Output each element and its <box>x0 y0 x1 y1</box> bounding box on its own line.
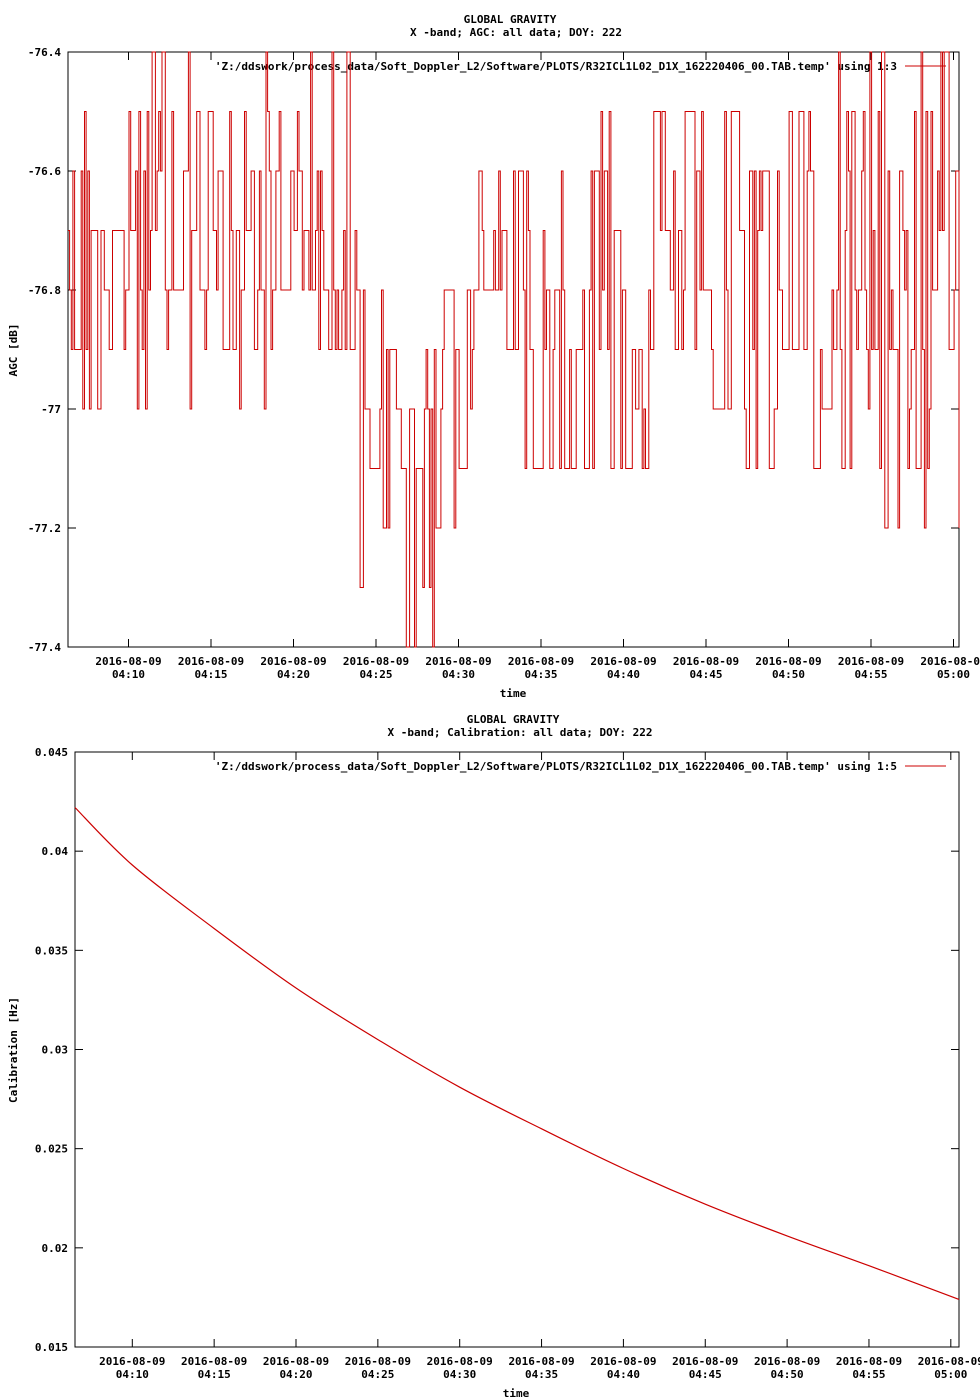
agc-ytick-label: -76.4 <box>28 46 61 59</box>
agc-xtick-time-label: 04:20 <box>277 668 310 681</box>
cal-xtick-time-label: 04:30 <box>443 1368 476 1381</box>
cal-xtick-time-label: 04:25 <box>361 1368 394 1381</box>
cal-xtick-time-label: 04:50 <box>771 1368 804 1381</box>
agc-xtick-date-label: 2016-08-09 <box>920 655 980 668</box>
agc-ytick-label: -77.2 <box>28 522 61 535</box>
cal-xtick-time-label: 04:45 <box>689 1368 722 1381</box>
agc-xtick-time-label: 04:30 <box>442 668 475 681</box>
cal-xtick-time-label: 04:40 <box>607 1368 640 1381</box>
cal-ytick-label: 0.045 <box>35 746 68 759</box>
agc-xtick-time-label: 04:45 <box>689 668 722 681</box>
cal-xtick-date-label: 2016-08-09 <box>918 1355 980 1368</box>
calibration-series-line <box>74 807 960 1300</box>
agc-xtick-date-label: 2016-08-09 <box>260 655 326 668</box>
agc-xtick-date-label: 2016-08-09 <box>178 655 244 668</box>
cal-xtick-time-label: 04:35 <box>525 1368 558 1381</box>
cal-xtick-time-label: 04:10 <box>116 1368 149 1381</box>
cal-xtick-date-label: 2016-08-09 <box>508 1355 574 1368</box>
cal-xtick-time-label: 04:15 <box>198 1368 231 1381</box>
cal-ytick-label: 0.04 <box>42 845 69 858</box>
agc-ytick-label: -76.6 <box>28 165 61 178</box>
agc-ytick-label: -77 <box>41 403 61 416</box>
agc-chart-legend-label: 'Z:/ddswork/process_data/Soft_Doppler_L2… <box>215 60 897 73</box>
agc-xtick-date-label: 2016-08-09 <box>343 655 409 668</box>
agc-chart-title: GLOBAL GRAVITY <box>464 13 557 26</box>
calibration-chart-title: GLOBAL GRAVITY <box>467 713 560 726</box>
cal-xtick-date-label: 2016-08-09 <box>345 1355 411 1368</box>
agc-xtick-date-label: 2016-08-09 <box>590 655 656 668</box>
cal-xtick-date-label: 2016-08-09 <box>427 1355 493 1368</box>
cal-xtick-date-label: 2016-08-09 <box>672 1355 738 1368</box>
cal-xtick-time-label: 04:20 <box>279 1368 312 1381</box>
cal-ytick-label: 0.015 <box>35 1341 68 1354</box>
agc-ytick-label: -76.8 <box>28 284 61 297</box>
agc-xtick-date-label: 2016-08-09 <box>838 655 904 668</box>
agc-series-line <box>68 51 960 648</box>
agc-chart: GLOBAL GRAVITY X -band; AGC: all data; D… <box>7 13 980 700</box>
agc-xtick-date-label: 2016-08-09 <box>673 655 739 668</box>
cal-xtick-date-label: 2016-08-09 <box>99 1355 165 1368</box>
calibration-chart-ylabel: Calibration [Hz] <box>7 997 20 1103</box>
calibration-chart-legend-label: 'Z:/ddswork/process_data/Soft_Doppler_L2… <box>215 760 897 773</box>
agc-xtick-time-label: 04:10 <box>112 668 145 681</box>
cal-plot-frame <box>74 751 960 1348</box>
calibration-chart-xlabel: time <box>503 1387 530 1400</box>
agc-xtick-time-label: 05:00 <box>937 668 970 681</box>
calibration-chart-plot-area: 0.045 0.04 0.035 0.03 0.025 0.02 0.015 2016-08-… <box>35 746 980 1381</box>
cal-ytick-label: 0.025 <box>35 1143 68 1156</box>
agc-xtick-time-label: 04:15 <box>194 668 227 681</box>
agc-xtick-time-label: 04:35 <box>524 668 557 681</box>
agc-chart-xlabel: time <box>500 687 527 700</box>
calibration-chart: GLOBAL GRAVITY X -band; Calibration: all… <box>7 713 980 1400</box>
cal-xtick-time-label: 05:00 <box>934 1368 967 1381</box>
agc-xtick-time-label: 04:25 <box>359 668 392 681</box>
cal-ytick-label: 0.035 <box>35 944 68 957</box>
agc-xtick-date-label: 2016-08-09 <box>425 655 491 668</box>
cal-xtick-date-label: 2016-08-09 <box>263 1355 329 1368</box>
cal-ytick-label: 0.03 <box>42 1044 69 1057</box>
agc-chart-ylabel: AGC [dB] <box>7 324 20 377</box>
agc-chart-subtitle: X -band; AGC: all data; DOY: 222 <box>410 26 622 39</box>
agc-chart-plot-area: -76.4-76.6-76.8-77-77.2-77.42016-08-0904… <box>28 46 980 681</box>
cal-ytick-label: 0.02 <box>42 1242 69 1255</box>
agc-xtick-date-label: 2016-08-09 <box>508 655 574 668</box>
agc-xtick-date-label: 2016-08-09 <box>95 655 161 668</box>
cal-xtick-date-label: 2016-08-09 <box>590 1355 656 1368</box>
calibration-chart-subtitle: X -band; Calibration: all data; DOY: 222 <box>388 726 653 739</box>
agc-xtick-date-label: 2016-08-09 <box>755 655 821 668</box>
cal-xtick-date-label: 2016-08-09 <box>181 1355 247 1368</box>
cal-xtick-date-label: 2016-08-09 <box>754 1355 820 1368</box>
cal-xtick-date-label: 2016-08-09 <box>836 1355 902 1368</box>
agc-ytick-label: -77.4 <box>28 641 61 654</box>
cal-xtick-time-label: 04:55 <box>852 1368 885 1381</box>
agc-xtick-time-label: 04:40 <box>607 668 640 681</box>
agc-xtick-time-label: 04:50 <box>772 668 805 681</box>
agc-xtick-time-label: 04:55 <box>854 668 887 681</box>
